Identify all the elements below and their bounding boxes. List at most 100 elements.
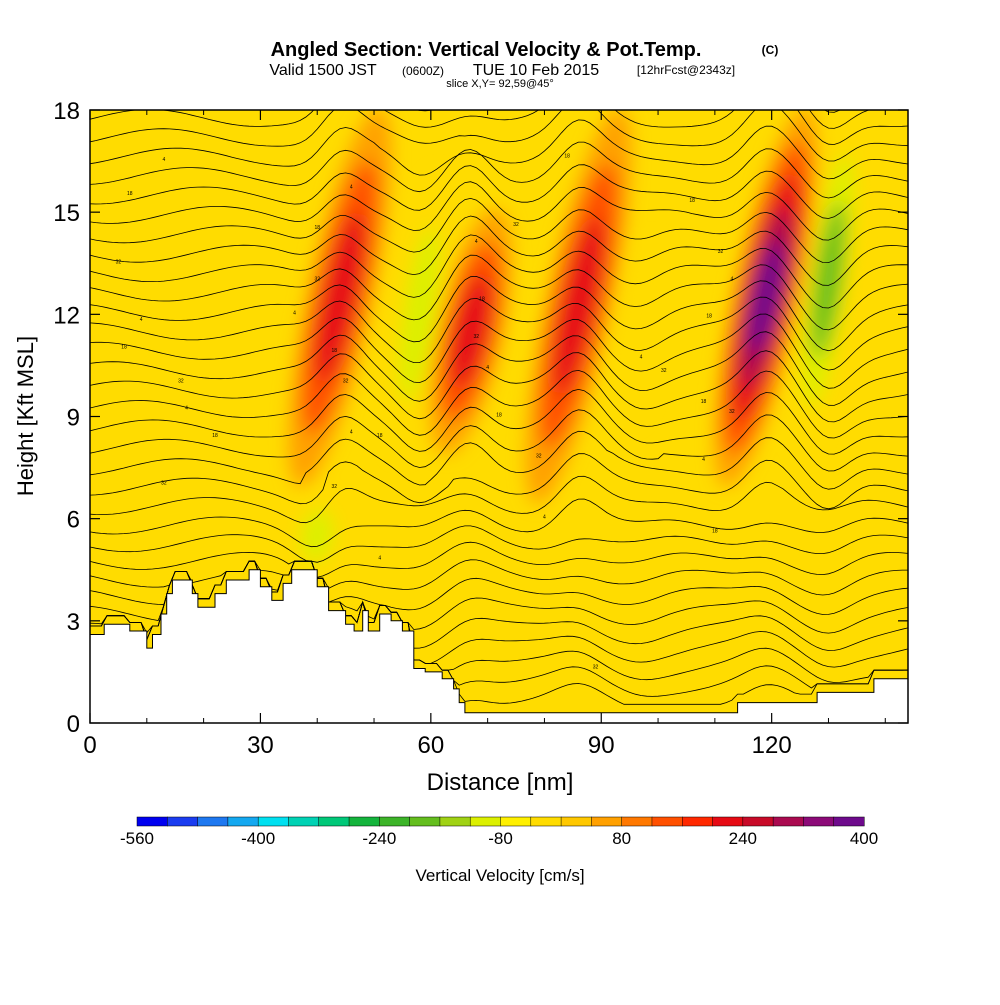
theta-contour-label: 32 — [331, 484, 337, 490]
theta-contour-label: 4 — [731, 276, 734, 282]
theta-contour — [90, 197, 908, 264]
theta-contour-label: 4 — [140, 317, 143, 323]
theta-contour — [90, 234, 908, 309]
valid-time: Valid 1500 JST — [269, 62, 377, 79]
y-tick-label: 3 — [67, 609, 80, 636]
x-tick-label: 0 — [83, 732, 96, 759]
x-tick-label: 120 — [752, 732, 792, 759]
theta-contour-label: 18 — [377, 433, 383, 439]
x-tick-label: 30 — [247, 732, 274, 759]
theta-contour — [90, 141, 908, 199]
theta-contour — [90, 541, 908, 578]
colorbar-swatch — [167, 816, 199, 827]
vv-downdraft-core — [399, 227, 440, 402]
theta-contour-label: 18 — [701, 399, 707, 405]
vv-downdraft-core — [811, 202, 846, 359]
theta-contour — [90, 110, 908, 162]
colorbar-tick-label: 400 — [850, 829, 878, 848]
colorbar-swatch — [530, 816, 562, 827]
theta-contour-label: 18 — [712, 528, 718, 534]
theta-contour-label: 32 — [178, 378, 184, 384]
chart-title: Angled Section: Vertical Velocity & Pot.… — [271, 39, 702, 61]
theta-contour-label: 4 — [350, 184, 353, 190]
theta-contour-label: 32 — [473, 334, 479, 340]
x-tick-label: 90 — [588, 732, 615, 759]
y-tick-label: 12 — [53, 302, 80, 329]
theta-contour-label: 18 — [479, 297, 485, 303]
theta-contour — [90, 350, 908, 423]
vv-downdraft-core — [301, 509, 334, 562]
theta-contour-label: 18 — [689, 198, 695, 204]
theta-contour-label: 32 — [593, 665, 599, 671]
colorbar-tick-label: -400 — [241, 829, 275, 848]
theta-contour — [90, 369, 908, 439]
theta-contour-label: 4 — [185, 406, 188, 412]
theta-contour — [90, 409, 908, 472]
theta-contour-label: 18 — [706, 314, 712, 320]
colorbar-tick-label: 80 — [612, 829, 631, 848]
terrain — [90, 569, 908, 723]
colorbar-swatch — [439, 816, 471, 827]
colorbar-swatch — [591, 816, 623, 827]
theta-contour — [90, 254, 908, 331]
theta-contour — [90, 498, 908, 548]
chart-title-unit: (C) — [762, 43, 779, 57]
colorbar-tick-label: -240 — [362, 829, 396, 848]
colorbar-swatch — [348, 816, 380, 827]
theta-contour — [90, 181, 908, 241]
colorbar-swatch — [409, 816, 441, 827]
theta-contour-label: 4 — [486, 365, 489, 371]
theta-contour — [90, 110, 908, 145]
colorbar-swatch — [136, 816, 168, 827]
theta-contour — [90, 525, 908, 563]
vv-updraft-core — [553, 217, 604, 394]
colorbar-label: Vertical Velocity [cm/s] — [415, 866, 584, 885]
colorbar-swatch — [651, 816, 683, 827]
theta-contour-label: 32 — [729, 409, 735, 415]
theta-contour-label: 4 — [378, 556, 381, 562]
forecast-info: [12hrFcst@2343z] — [637, 63, 735, 77]
colorbar-swatch — [742, 816, 774, 827]
theta-contour-label: 4 — [640, 355, 643, 361]
theta-contour-label: 32 — [343, 378, 349, 384]
colorbar-swatch — [257, 816, 290, 827]
axes: 0 30 60 90 120 0 3 6 9 12 15 18 — [53, 98, 908, 759]
theta-contour — [90, 296, 908, 371]
theta-contour-label: 4 — [543, 515, 546, 521]
y-axis-label: Height [Kft MSL] — [13, 336, 38, 496]
x-axis-label: Distance [nm] — [427, 769, 574, 796]
theta-contour-label: 32 — [718, 249, 724, 255]
theta-contour — [90, 559, 908, 596]
valid-date: TUE 10 Feb 2015 — [473, 62, 599, 79]
theta-contour-label: 32 — [314, 276, 320, 282]
colorbar-swatch — [621, 816, 653, 827]
theta-contour-label: 32 — [661, 368, 667, 374]
theta-contour — [90, 164, 908, 219]
theta-contour-label: 18 — [496, 413, 502, 419]
vv-downdraft-core — [615, 241, 667, 422]
theta-contour-label: 4 — [350, 430, 353, 436]
theta-contour — [90, 430, 908, 490]
plot-area: 4 18 32 4 18 32 4 18 32 4 18 32 4 18 32 4 18 32 4 18 32 4 18 32… — [90, 110, 908, 723]
vv-updraft-core — [315, 212, 365, 382]
theta-contour-label: 4 — [475, 239, 478, 245]
theta-contour-label: 32 — [116, 259, 122, 265]
theta-contour-label: 4 — [293, 310, 296, 316]
theta-contour — [90, 453, 908, 510]
theta-contour — [90, 119, 908, 180]
theta-contour — [90, 275, 908, 352]
theta-contour — [90, 313, 908, 389]
theta-contour-label: 18 — [121, 344, 127, 350]
colorbar-swatch — [682, 816, 714, 827]
theta-contour — [90, 331, 908, 406]
y-tick-label: 15 — [53, 200, 80, 227]
theta-contour-label: 18 — [127, 191, 133, 197]
theta-contour — [90, 388, 908, 455]
theta-contour-label: 32 — [161, 481, 167, 487]
slice-info: slice X,Y= 92,59@45° — [446, 78, 554, 90]
colorbar-swatch — [379, 816, 411, 827]
y-tick-label: 18 — [53, 98, 80, 125]
theta-contour-label: 32 — [513, 222, 519, 228]
